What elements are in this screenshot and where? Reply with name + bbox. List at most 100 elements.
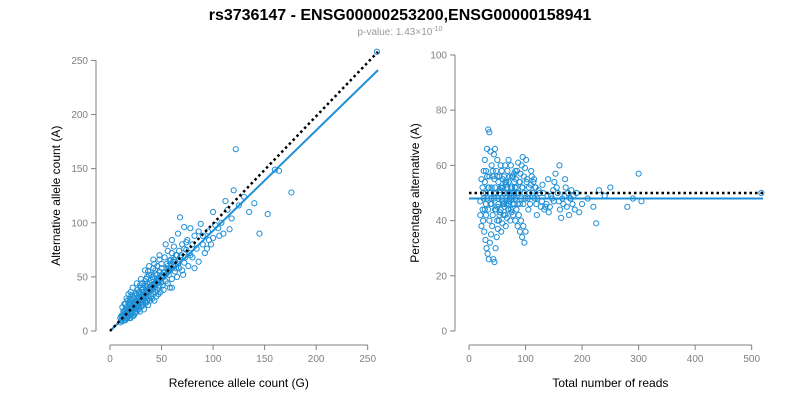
- right-data-point: [477, 211, 484, 219]
- left-y-tick-label: 100: [71, 218, 88, 229]
- right-data-point: [498, 167, 505, 175]
- left-data-point: [166, 284, 173, 291]
- left-data-point: [181, 223, 188, 231]
- right-data-point: [491, 145, 499, 152]
- right-data-point: [519, 154, 526, 161]
- left-data-point: [264, 211, 271, 218]
- right-data-point: [553, 184, 560, 191]
- left-data-point: [175, 247, 183, 255]
- left-data-point: [275, 167, 283, 174]
- right-data-point: [507, 162, 514, 169]
- right-data-point: [482, 236, 489, 244]
- right-data-point: [520, 173, 527, 180]
- left-data-point: [148, 271, 155, 278]
- right-data-point: [516, 178, 523, 186]
- left-data-point: [179, 267, 186, 274]
- right-data-point: [478, 176, 485, 183]
- right-data-point: [541, 206, 548, 213]
- left-data-point: [155, 291, 162, 298]
- left-data-point: [191, 265, 198, 272]
- left-data-point: [156, 252, 163, 259]
- right-data-point: [478, 223, 485, 230]
- right-data-point: [484, 250, 491, 257]
- right-data-point: [595, 187, 603, 194]
- right-data-point: [499, 200, 507, 208]
- left-data-point: [246, 208, 253, 216]
- left-data-point: [288, 189, 295, 196]
- right-scatter-panel: 0 100 200 300 400 500 0 20 40 60 80 100 Total number…: [408, 51, 765, 390]
- right-data-point: [483, 145, 491, 152]
- left-y-tick-label: 200: [71, 110, 88, 121]
- left-data-point: [199, 232, 206, 239]
- left-reference-line: [109, 50, 379, 332]
- left-data-point: [180, 271, 187, 278]
- right-data-point: [488, 162, 495, 169]
- left-data-point: [209, 234, 217, 242]
- right-data-point: [539, 181, 546, 188]
- right-data-point: [522, 228, 529, 235]
- right-data-point: [486, 217, 493, 224]
- right-data-point: [505, 156, 512, 163]
- left-x-tick-label: 100: [205, 354, 222, 365]
- left-data-point: [151, 260, 158, 267]
- left-data-point: [121, 300, 128, 308]
- left-data-point: [133, 280, 140, 287]
- left-data-point: [150, 256, 157, 263]
- right-data-point: [523, 156, 530, 163]
- right-data-point: [578, 200, 586, 208]
- right-data-point: [624, 203, 631, 210]
- right-x-tick-label: 300: [630, 354, 647, 365]
- right-data-point: [515, 159, 522, 166]
- right-y-tick-label: 0: [441, 327, 447, 338]
- left-x-tick-label: 200: [308, 354, 325, 365]
- right-data-point: [486, 239, 494, 246]
- right-data-point: [551, 178, 558, 186]
- right-y-tick-label: 100: [430, 51, 447, 62]
- left-data-point: [145, 268, 152, 275]
- left-data-point: [164, 247, 171, 255]
- right-data-point: [492, 245, 499, 252]
- right-data-point: [758, 189, 765, 197]
- right-data-point: [525, 184, 533, 191]
- right-data-point: [491, 258, 498, 266]
- left-data-point: [168, 236, 175, 244]
- p-value-exponent: -10: [432, 26, 442, 33]
- right-data-point: [519, 234, 526, 241]
- left-data-point: [139, 284, 147, 291]
- left-data-point: [162, 241, 169, 248]
- right-data-point: [524, 176, 531, 183]
- right-data-point: [490, 256, 497, 263]
- left-data-point: [209, 208, 217, 216]
- right-data-point: [487, 231, 495, 238]
- left-data-point: [203, 245, 210, 252]
- right-data-point: [482, 211, 490, 219]
- right-y-tick-label: 80: [436, 106, 448, 117]
- right-data-point: [483, 173, 491, 180]
- right-data-point: [493, 234, 500, 241]
- right-data-point: [533, 211, 540, 219]
- left-data-point: [152, 270, 159, 277]
- right-data-point: [512, 217, 519, 224]
- right-data-point: [480, 167, 487, 175]
- right-data-point: [499, 220, 506, 227]
- left-data-point: [168, 275, 175, 283]
- left-data-point: [226, 226, 233, 233]
- right-data-point: [494, 225, 501, 232]
- right-data-point: [489, 167, 496, 175]
- right-data-point: [568, 187, 575, 194]
- right-data-point: [571, 206, 578, 213]
- right-data-point: [495, 178, 502, 186]
- right-data-point: [635, 170, 642, 177]
- left-data-point: [159, 282, 166, 289]
- left-data-point: [152, 267, 159, 274]
- left-data-point: [170, 243, 178, 250]
- right-data-point: [485, 184, 492, 191]
- chart-title: rs3736147 - ENSG00000253200,ENSG00000158…: [209, 7, 592, 24]
- right-data-point: [494, 156, 501, 163]
- right-data-point: [576, 209, 583, 216]
- left-data-point: [146, 262, 153, 270]
- right-data-point: [481, 178, 488, 186]
- right-data-point: [506, 173, 513, 180]
- right-data-point: [480, 217, 487, 224]
